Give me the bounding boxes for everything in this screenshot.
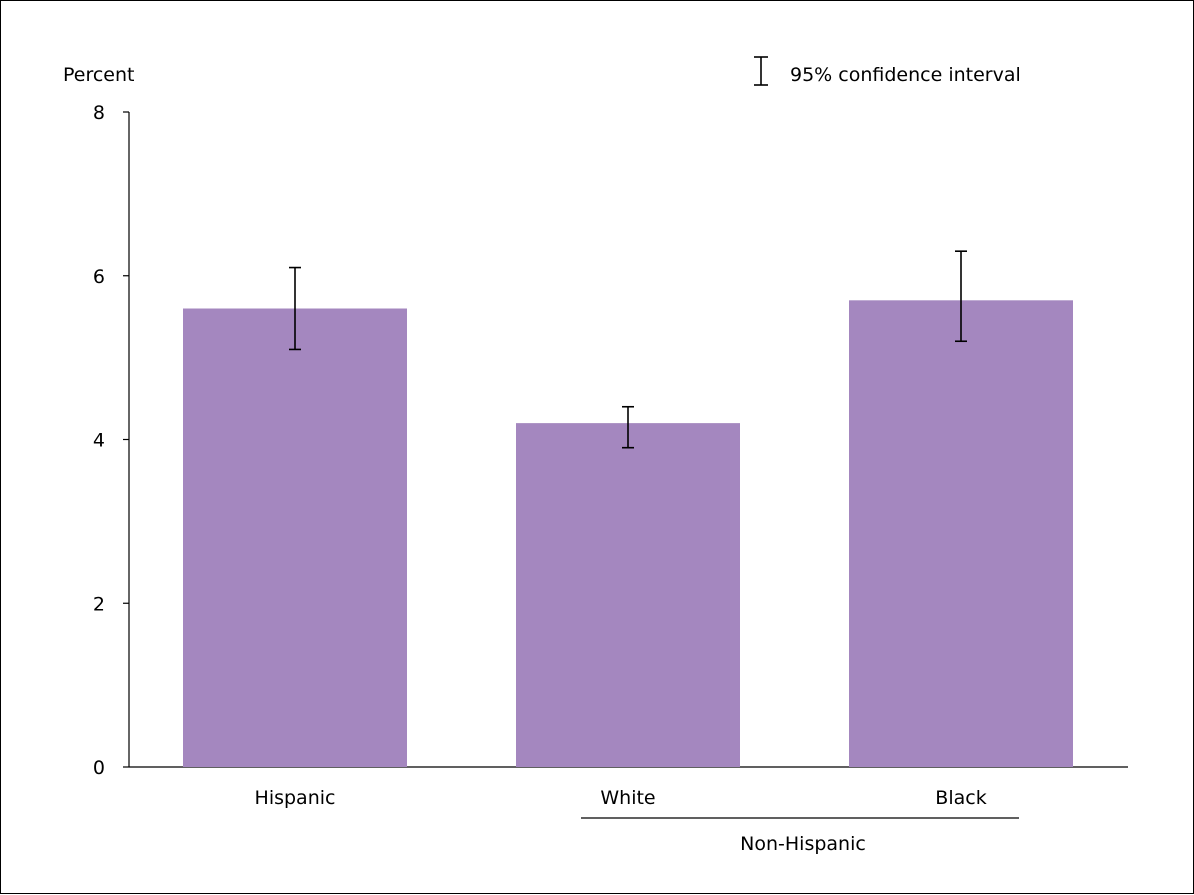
y-tick-label: 6 bbox=[93, 266, 105, 288]
bars bbox=[183, 300, 1073, 767]
y-ticks: 0 2 4 6 8 bbox=[93, 102, 129, 779]
x-label-white: White bbox=[600, 787, 655, 809]
y-axis-label: Percent bbox=[63, 64, 135, 86]
error-bars bbox=[289, 250, 967, 449]
x-labels: Hispanic White Black bbox=[255, 787, 987, 809]
confidence-interval-legend-icon bbox=[754, 56, 768, 86]
legend: 95% confidence interval bbox=[754, 56, 1021, 86]
bar-black bbox=[849, 300, 1073, 767]
x-label-hispanic: Hispanic bbox=[255, 787, 336, 809]
y-tick-label: 2 bbox=[93, 593, 105, 615]
group-label: Non-Hispanic bbox=[740, 833, 866, 855]
error-bar-black bbox=[955, 250, 967, 343]
y-tick-label: 0 bbox=[93, 757, 105, 779]
legend-label: 95% confidence interval bbox=[790, 64, 1021, 86]
error-bar-hispanic bbox=[289, 266, 301, 351]
error-bar-white bbox=[622, 405, 634, 449]
bar-hispanic bbox=[183, 308, 407, 767]
y-tick-label: 8 bbox=[93, 102, 105, 124]
x-label-black: Black bbox=[935, 787, 986, 809]
y-tick-label: 4 bbox=[93, 430, 105, 452]
bar-white bbox=[516, 423, 740, 767]
